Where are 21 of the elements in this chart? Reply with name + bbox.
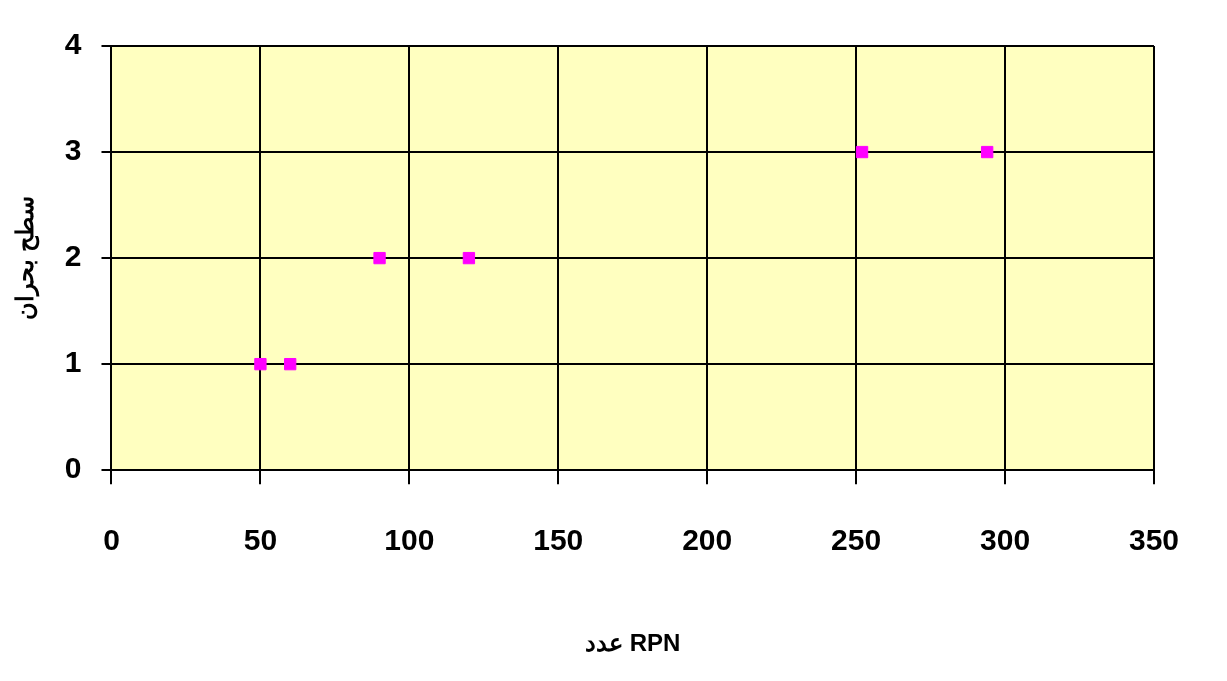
y-tick-label: 2 <box>64 239 82 273</box>
x-tick-label: 50 <box>243 523 278 557</box>
point <box>855 145 869 159</box>
x-tick-label: 350 <box>1128 523 1179 557</box>
x-axis-title: عدد RPN <box>585 629 681 657</box>
point <box>284 357 297 371</box>
point <box>254 357 267 371</box>
y-axis-title: سطح بحران <box>11 196 41 320</box>
x-tick-label: 250 <box>831 523 882 557</box>
y-tick-label: 3 <box>64 133 82 167</box>
point <box>462 251 476 265</box>
y-tick-label: 1 <box>64 345 82 379</box>
x-tick-label: 0 <box>103 523 120 557</box>
x-tick-label: 150 <box>533 523 584 557</box>
point <box>981 145 994 159</box>
x-tick-label: 200 <box>682 523 733 557</box>
point <box>373 251 386 265</box>
x-tick-label: 300 <box>980 523 1031 557</box>
y-tick-label: 0 <box>64 451 82 485</box>
x-tick-label: 100 <box>384 523 435 557</box>
y-tick-label: 4 <box>64 27 82 61</box>
